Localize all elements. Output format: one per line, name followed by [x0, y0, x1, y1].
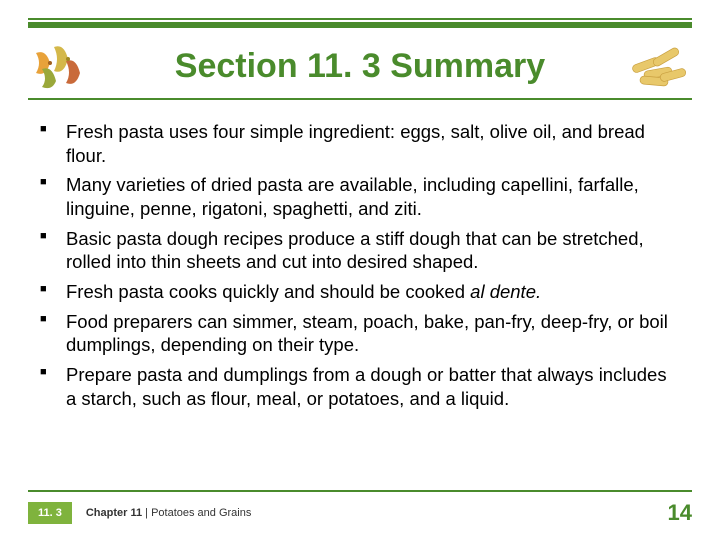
- title-row: Section 11. 3 Summary: [28, 36, 692, 96]
- title-underline: [28, 98, 692, 100]
- content-area: Fresh pasta uses four simple ingredient:…: [40, 120, 680, 416]
- list-item: Food preparers can simmer, steam, poach,…: [40, 310, 680, 357]
- bullet-text: Food preparers can simmer, steam, poach,…: [66, 311, 668, 356]
- bullet-text: Many varieties of dried pasta are availa…: [66, 174, 639, 219]
- list-item: Prepare pasta and dumplings from a dough…: [40, 363, 680, 410]
- bullet-text: Basic pasta dough recipes produce a stif…: [66, 228, 644, 273]
- bullet-list: Fresh pasta uses four simple ingredient:…: [40, 120, 680, 410]
- list-item: Many varieties of dried pasta are availa…: [40, 173, 680, 220]
- list-item: Fresh pasta uses four simple ingredient:…: [40, 120, 680, 167]
- bullet-text-italic: al dente.: [470, 281, 541, 302]
- page-number: 14: [668, 500, 692, 526]
- list-item: Basic pasta dough recipes produce a stif…: [40, 227, 680, 274]
- top-rule-thin: [28, 18, 692, 20]
- footer-rule: [28, 490, 692, 492]
- footer: 11. 3 Chapter 11 | Potatoes and Grains 1…: [28, 500, 692, 526]
- penne-pasta-icon: [622, 41, 692, 91]
- chapter-rest: | Potatoes and Grains: [142, 507, 251, 519]
- chapter-label: Chapter 11 | Potatoes and Grains: [86, 507, 252, 519]
- farfalle-pasta-icon: [28, 41, 98, 91]
- chapter-bold: Chapter 11: [86, 507, 142, 519]
- bullet-text: Prepare pasta and dumplings from a dough…: [66, 364, 667, 409]
- list-item: Fresh pasta cooks quickly and should be …: [40, 280, 680, 304]
- top-rule-thick: [28, 22, 692, 28]
- section-badge: 11. 3: [28, 502, 72, 524]
- bullet-text-pre: Fresh pasta cooks quickly and should be …: [66, 281, 470, 302]
- page-title: Section 11. 3 Summary: [98, 47, 622, 86]
- bullet-text: Fresh pasta uses four simple ingredient:…: [66, 121, 645, 166]
